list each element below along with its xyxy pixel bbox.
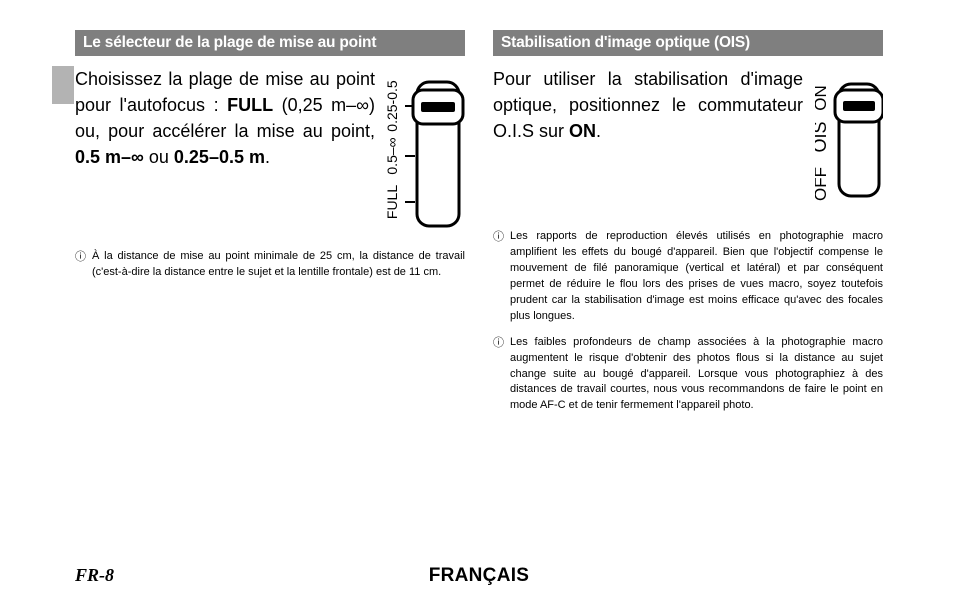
left-header: Le sélecteur de la plage de mise au poin…: [75, 30, 465, 56]
right-column: Stabilisation d'image optique (OIS) Pour…: [493, 30, 883, 424]
ois-switch-diagram: OFF ON OIS: [815, 70, 883, 215]
ois-label-off: OFF: [815, 167, 830, 201]
right-body-text: Pour utiliser la stabilisation d'image o…: [493, 66, 803, 144]
switch-knob: [413, 90, 463, 124]
ois-label-center: OIS: [815, 121, 830, 152]
columns: Le sélecteur de la plage de mise au poin…: [75, 30, 883, 424]
note-item: ⓘ Les rapports de reproduction élevés ut…: [493, 229, 883, 325]
left-notes: ⓘ À la distance de mise au point minimal…: [75, 249, 465, 281]
switch-label-mid: 0.5–∞: [387, 137, 400, 174]
page-content: Le sélecteur de la plage de mise au poin…: [75, 30, 883, 570]
left-column: Le sélecteur de la plage de mise au poin…: [75, 30, 465, 424]
side-tab: [52, 66, 74, 104]
footer: FR-8 FRANÇAIS: [75, 565, 883, 586]
note-text: Les faibles profondeurs de champ associé…: [510, 335, 883, 415]
note-item: ⓘ Les faibles profondeurs de champ assoc…: [493, 335, 883, 415]
ois-label-on: ON: [815, 85, 830, 111]
note-marker-icon: ⓘ: [493, 229, 504, 325]
note-marker-icon: ⓘ: [493, 335, 504, 415]
note-marker-icon: ⓘ: [75, 249, 86, 281]
right-body-row: Pour utiliser la stabilisation d'image o…: [493, 66, 883, 215]
switch-label-near: 0.25-0.5: [387, 80, 400, 132]
page-number: FR-8: [75, 565, 114, 586]
note-text: À la distance de mise au point minimale …: [92, 249, 465, 281]
note-text: Les rapports de reproduction élevés util…: [510, 229, 883, 325]
left-body-row: Choisissez la plage de mise au point pou…: [75, 66, 465, 235]
focus-range-switch-diagram: FULL 0.5–∞ 0.25-0.5: [387, 70, 465, 235]
note-item: ⓘ À la distance de mise au point minimal…: [75, 249, 465, 281]
left-body-text: Choisissez la plage de mise au point pou…: [75, 66, 375, 170]
right-notes: ⓘ Les rapports de reproduction élevés ut…: [493, 229, 883, 414]
ois-switch-knob: [835, 90, 883, 122]
footer-language: FRANÇAIS: [429, 565, 530, 587]
right-header: Stabilisation d'image optique (OIS): [493, 30, 883, 56]
switch-label-full: FULL: [387, 185, 400, 219]
